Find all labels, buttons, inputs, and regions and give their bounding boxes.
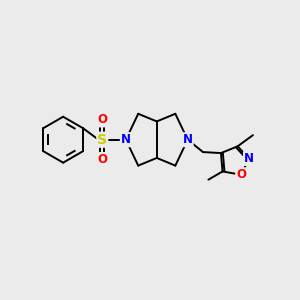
Text: N: N (121, 133, 131, 146)
Text: O: O (97, 113, 107, 127)
Text: O: O (97, 153, 107, 166)
Text: O: O (236, 168, 246, 181)
Text: N: N (183, 133, 193, 146)
Text: N: N (121, 133, 131, 146)
Text: S: S (97, 133, 107, 147)
Text: N: N (244, 152, 254, 165)
